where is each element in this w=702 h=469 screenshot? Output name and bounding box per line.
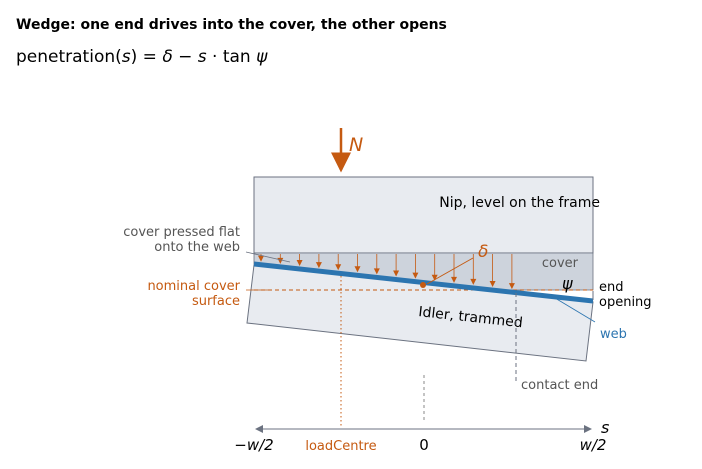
- cover-label: cover: [542, 256, 579, 271]
- label-line: onto the web: [154, 240, 240, 255]
- cover-pressed-label: cover pressed flat onto the web: [123, 225, 240, 255]
- pressure-arrow-head: [373, 268, 380, 275]
- label-line: nominal cover: [147, 279, 240, 294]
- pressure-arrows: [258, 254, 515, 290]
- end-opening-label: end opening: [599, 280, 652, 310]
- formula-part: −: [173, 47, 198, 67]
- pressure-arrow-head: [431, 274, 438, 281]
- formula-part: s: [122, 47, 131, 67]
- pressure-arrow-head: [258, 255, 264, 262]
- s-axis-label: s: [601, 418, 609, 437]
- psi-label: ψ: [562, 274, 573, 293]
- leader: [554, 297, 596, 323]
- leader: [245, 251, 291, 263]
- label-line: end: [599, 280, 624, 295]
- web-label: web: [600, 327, 627, 342]
- formula-part: penetration(: [16, 47, 122, 67]
- formula-part: ψ: [256, 47, 268, 67]
- delta-dot: [420, 282, 426, 288]
- pressure-arrow-head: [451, 276, 457, 283]
- label-line: surface: [192, 294, 240, 309]
- pressure-arrow-head: [315, 262, 322, 269]
- label-line: cover pressed flat: [123, 225, 240, 240]
- load-centre-label: loadCentre: [305, 439, 376, 454]
- formula: penetration(s) = δ − s · tan ψ: [16, 47, 268, 67]
- nip: [253, 176, 594, 254]
- title: Wedge: one end drives into the cover, th…: [16, 17, 447, 33]
- left-end-label: −w/2: [234, 436, 273, 454]
- nip-label: Nip, level on the frame: [439, 195, 600, 211]
- pressure-arrow-head: [508, 283, 515, 290]
- pressure-arrow-head: [335, 264, 342, 271]
- nominal-label: nominal cover surface: [147, 279, 240, 309]
- delta-label: δ: [478, 242, 488, 262]
- zero-label: 0: [419, 436, 429, 454]
- formula-part: · tan: [207, 47, 256, 67]
- pressure-arrow-head: [393, 270, 400, 277]
- delta-leader: [426, 257, 474, 285]
- pressure-arrow-head: [296, 259, 303, 266]
- load-label: N: [349, 134, 363, 156]
- formula-part: ) =: [131, 47, 163, 67]
- pressure-arrow-head: [489, 281, 496, 288]
- pressure-arrow-head: [412, 272, 419, 279]
- contact-end-label: contact end: [521, 378, 598, 393]
- formula-part: s: [198, 47, 207, 67]
- pressure-arrow-head: [470, 278, 477, 285]
- label-line: opening: [599, 295, 652, 310]
- pressure-arrow-head: [354, 266, 361, 273]
- formula-part: δ: [162, 47, 172, 67]
- right-end-label: w/2: [580, 436, 607, 454]
